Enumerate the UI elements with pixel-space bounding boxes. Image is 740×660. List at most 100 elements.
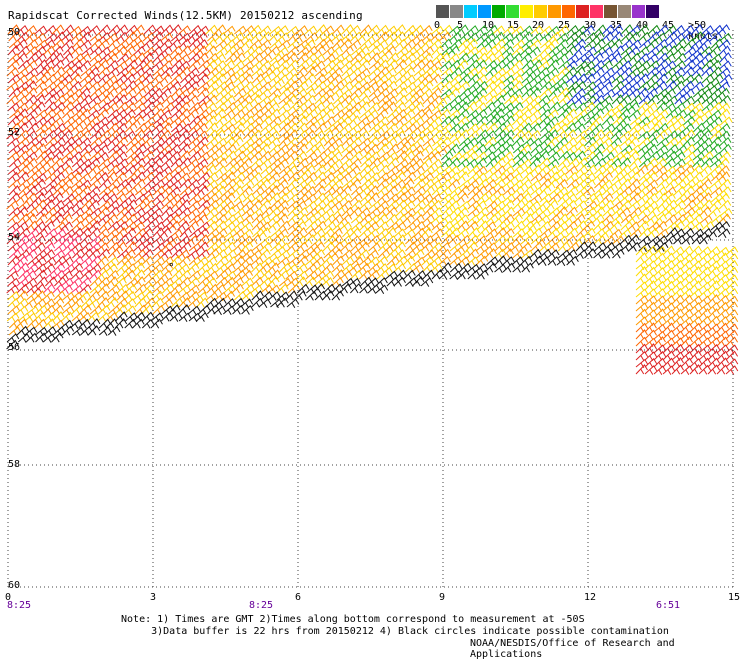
wind-barb — [331, 101, 344, 112]
wind-barb — [612, 88, 625, 99]
wind-barb — [133, 52, 146, 63]
wind-barb — [159, 248, 173, 259]
wind-barb — [168, 290, 181, 301]
wind-barb — [698, 364, 712, 375]
wind-barb — [557, 241, 571, 252]
wind-barb — [177, 165, 190, 176]
wind-barb — [521, 87, 535, 98]
wind-barb — [538, 115, 552, 126]
scale-label: 5 — [457, 20, 464, 31]
wind-barb — [16, 122, 29, 133]
wind-barb — [232, 109, 246, 119]
wind-barb — [698, 308, 711, 319]
wind-barb — [115, 31, 129, 42]
wind-barb — [7, 53, 21, 63]
wind-barb — [619, 81, 633, 92]
wind-barb — [644, 337, 658, 348]
wind-barb — [330, 158, 343, 169]
wind-barb — [42, 66, 55, 77]
color-scale-bar — [436, 5, 660, 18]
wind-barb — [610, 164, 623, 175]
wind-barb — [286, 241, 300, 252]
wind-barb — [376, 158, 389, 168]
wind-barb — [214, 102, 228, 112]
wind-barb — [349, 67, 362, 77]
wind-barb — [691, 171, 704, 182]
wind-barb — [7, 297, 20, 308]
wind-barb — [674, 52, 687, 63]
scale-label: 20 — [532, 20, 545, 31]
wind-barb — [376, 200, 390, 210]
wind-barb — [511, 256, 525, 266]
wind-barb — [357, 116, 370, 126]
wind-barb — [591, 150, 604, 161]
wind-barb — [404, 24, 417, 35]
wind-barb — [222, 109, 236, 120]
wind-barb — [484, 88, 498, 99]
wind-barb — [116, 101, 129, 112]
wind-barb — [24, 326, 38, 337]
wind-barb — [494, 45, 507, 56]
wind-barb — [33, 311, 47, 322]
wind-barb — [6, 270, 19, 281]
wind-barb — [465, 241, 478, 252]
wind-barb — [42, 249, 56, 259]
wind-barb — [376, 143, 390, 154]
wind-barb — [628, 200, 641, 211]
wind-barb — [168, 38, 182, 49]
wind-barb — [7, 45, 20, 56]
wind-barb — [170, 207, 183, 217]
wind-barb — [698, 329, 712, 340]
wind-barb — [17, 333, 31, 343]
wind-barb — [16, 81, 30, 92]
wind-barb — [260, 192, 273, 203]
wind-barb — [492, 53, 506, 64]
wind-barb — [34, 199, 47, 210]
wind-barb — [707, 315, 721, 326]
wind-barb — [87, 185, 101, 196]
wind-barb — [304, 214, 318, 224]
wind-barb — [43, 318, 56, 329]
wind-barb — [671, 323, 685, 333]
wind-barb — [618, 207, 631, 217]
wind-barb — [188, 38, 201, 49]
wind-barb — [259, 150, 272, 161]
wind-barb — [519, 192, 532, 203]
wind-barb — [79, 31, 92, 42]
wind-barb — [638, 95, 652, 105]
wind-barb — [609, 220, 622, 231]
wind-barb — [600, 46, 614, 57]
wind-barb — [6, 67, 20, 77]
wind-barb — [709, 179, 723, 190]
wind-barb — [411, 24, 424, 35]
wind-barb — [530, 116, 543, 127]
wind-barb — [339, 221, 352, 232]
wind-barb — [556, 200, 570, 210]
wind-barb — [565, 206, 578, 217]
wind-barb — [223, 263, 236, 273]
wind-barb — [637, 214, 651, 225]
wind-barb — [457, 52, 470, 63]
wind-barb — [89, 276, 103, 287]
wind-barb — [24, 32, 38, 42]
wind-barb — [332, 165, 346, 176]
wind-barb — [89, 214, 102, 225]
wind-barb — [70, 123, 84, 133]
wind-barb — [69, 171, 83, 182]
wind-barb — [35, 326, 48, 337]
wind-barb — [205, 297, 219, 308]
wind-barb — [510, 52, 523, 63]
wind-barb — [457, 158, 470, 168]
wind-barb — [546, 199, 559, 210]
wind-barb — [69, 277, 83, 287]
wind-barb — [97, 206, 110, 217]
wind-barb — [644, 329, 658, 340]
wind-barb — [683, 46, 697, 57]
wind-barb — [241, 179, 255, 190]
wind-barb — [89, 207, 102, 218]
wind-barb — [87, 298, 100, 309]
wind-barb — [609, 52, 623, 63]
wind-barb — [240, 298, 254, 308]
wind-barb — [358, 269, 372, 280]
wind-barb — [566, 94, 580, 105]
